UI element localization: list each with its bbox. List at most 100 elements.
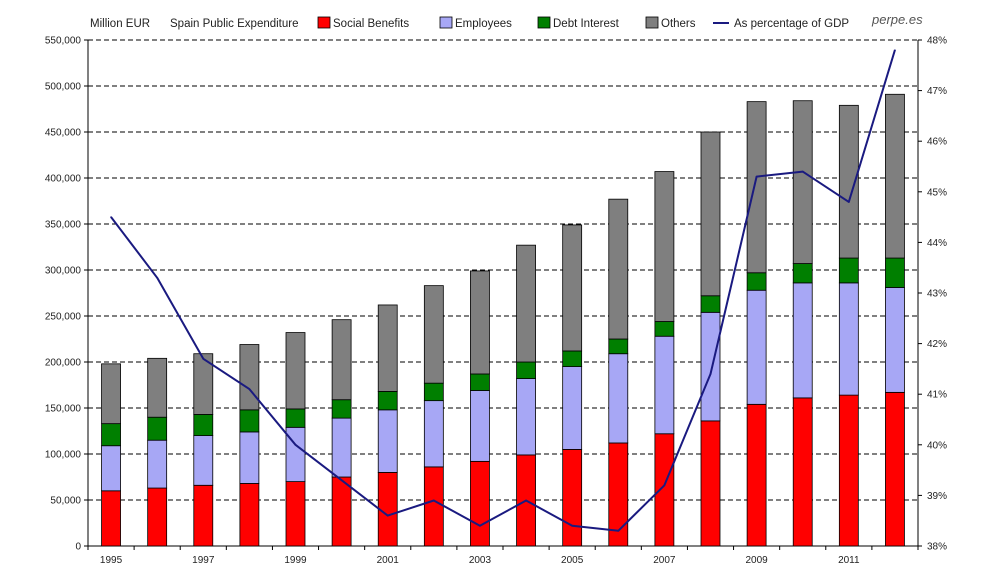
- right-axis-tick-label: 41%: [927, 390, 947, 401]
- bar-others: [193, 353, 214, 415]
- gdp-line-point: [663, 484, 666, 487]
- left-axis-tick-label: 200,000: [45, 358, 82, 369]
- bar-debt-interest: [285, 408, 306, 428]
- bar-employees: [470, 390, 490, 462]
- x-axis-tick-label: 2001: [377, 555, 400, 566]
- x-axis-tick-label: 2005: [561, 555, 584, 566]
- bar-others: [470, 270, 490, 375]
- bar-debt-interest: [700, 295, 721, 313]
- x-axis-tick-label: 2007: [653, 555, 676, 566]
- bar-social-benefits: [838, 394, 859, 547]
- x-axis-tick-label: 2003: [469, 555, 492, 566]
- bar-others: [654, 171, 675, 322]
- left-axis-tick-label: 50,000: [50, 496, 81, 507]
- bar-others: [285, 332, 306, 410]
- left-axis-tick-label: 300,000: [45, 266, 82, 277]
- bar-social-benefits: [101, 490, 121, 547]
- bar-debt-interest: [746, 272, 767, 291]
- gdp-line-point: [248, 388, 251, 390]
- bar-employees: [562, 366, 583, 450]
- bar-others: [792, 100, 813, 264]
- bar-social-benefits: [470, 460, 490, 547]
- bar-employees: [885, 287, 905, 393]
- gdp-line-point: [202, 357, 205, 360]
- right-axis-tick-label: 46%: [927, 137, 947, 148]
- bar-debt-interest: [101, 423, 121, 447]
- left-axis-tick-label: 450,000: [45, 128, 82, 139]
- gdp-line-point: [755, 175, 758, 178]
- bar-employees: [746, 289, 767, 405]
- right-axis-tick-label: 45%: [927, 187, 947, 198]
- gdp-line-point: [433, 499, 435, 502]
- bar-social-benefits: [562, 448, 583, 547]
- x-axis-tick-label: 2009: [745, 555, 768, 566]
- bar-debt-interest: [377, 391, 398, 411]
- bar-others: [700, 131, 721, 297]
- bar-debt-interest: [331, 399, 352, 419]
- right-axis-tick-label: 43%: [927, 289, 947, 300]
- bar-others: [838, 104, 859, 259]
- bar-employees: [239, 431, 260, 484]
- legend: Spain Public Expenditure Social Benefits E…: [170, 16, 849, 30]
- bar-social-benefits: [885, 391, 905, 547]
- left-axis-tick-label: 550,000: [45, 36, 82, 47]
- bar-employees: [331, 417, 352, 478]
- grid: [88, 39, 918, 501]
- bar-others: [331, 319, 352, 401]
- bar-debt-interest: [470, 373, 490, 391]
- x-axis-tick-label: 1995: [100, 555, 123, 566]
- bar-employees: [608, 353, 629, 444]
- bar-others: [516, 244, 536, 363]
- right-axis-tick-label: 42%: [927, 339, 947, 350]
- bar-others: [147, 357, 168, 418]
- left-axis-unit-label: Million EUR: [90, 18, 150, 30]
- bar-debt-interest: [562, 350, 583, 367]
- bar-employees: [792, 282, 813, 399]
- gdp-line-point: [340, 479, 343, 482]
- bar-employees: [193, 435, 214, 486]
- bar-others: [239, 344, 260, 411]
- right-axis-tick-label: 38%: [927, 542, 947, 553]
- gdp-line-point: [848, 201, 850, 203]
- bar-social-benefits: [239, 483, 260, 547]
- bar-social-benefits: [746, 403, 767, 547]
- axes: 0 50,000 100,000 150,000 200,000 250,000 300,0…: [45, 36, 947, 567]
- watermark-text: perpe.es: [871, 12, 923, 27]
- bar-debt-interest: [608, 338, 629, 355]
- legend-swatch: [645, 16, 659, 29]
- gdp-line-point: [479, 524, 481, 527]
- legend-label: Social Benefits: [333, 18, 409, 30]
- left-axis-tick-label: 500,000: [45, 82, 82, 93]
- right-axis-tick-label: 47%: [927, 86, 947, 97]
- bar-debt-interest: [516, 361, 536, 379]
- bar-debt-interest: [885, 257, 905, 288]
- right-axis-tick-label: 40%: [927, 440, 947, 451]
- gdp-line-point: [294, 444, 297, 446]
- bar-employees: [700, 311, 721, 422]
- left-axis-tick-label: 100,000: [45, 450, 82, 461]
- left-axis-tick-label: 350,000: [45, 220, 82, 231]
- bar-others: [377, 304, 398, 392]
- legend-swatch: [537, 16, 551, 29]
- bar-employees: [377, 409, 398, 473]
- legend-label: Employees: [455, 18, 512, 30]
- gdp-line-point: [801, 170, 804, 173]
- gdp-percentage-line: [110, 49, 896, 532]
- bar-social-benefits: [147, 487, 168, 547]
- gdp-line-point: [386, 514, 389, 517]
- legend-label: Others: [661, 18, 696, 30]
- bar-others: [423, 285, 444, 384]
- legend-swatch: [439, 16, 453, 29]
- bar-others: [885, 93, 905, 259]
- left-axis-tick-label: 400,000: [45, 174, 82, 185]
- x-axis-tick-label: 1999: [284, 555, 307, 566]
- bar-debt-interest: [792, 263, 813, 284]
- x-axis-tick-label: 2011: [838, 555, 860, 566]
- gdp-line-point: [525, 499, 527, 502]
- bar-debt-interest: [147, 416, 168, 441]
- bar-employees: [147, 439, 168, 489]
- right-axis-tick-label: 48%: [927, 36, 947, 47]
- right-axis-tick-label: 44%: [927, 238, 947, 249]
- bar-social-benefits: [377, 471, 398, 547]
